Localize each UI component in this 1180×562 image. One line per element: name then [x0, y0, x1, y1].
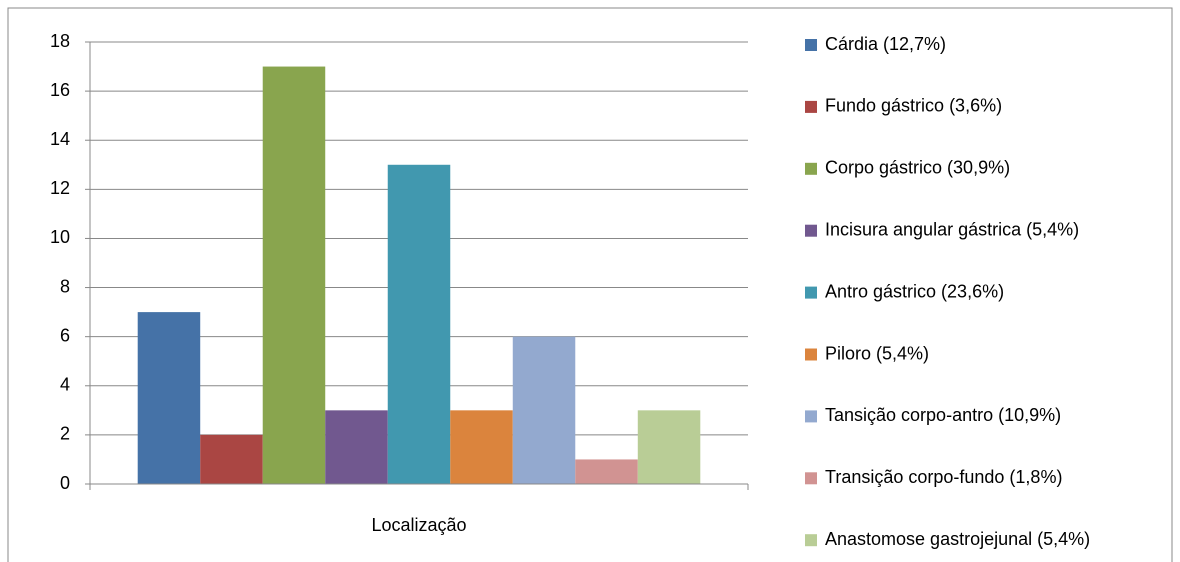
legend-swatch	[805, 162, 817, 175]
y-tick-label: 2	[60, 424, 70, 444]
legend-swatch	[805, 286, 817, 299]
bar	[325, 410, 388, 484]
y-tick-label: 0	[60, 473, 70, 493]
legend-label: Antro gástrico (23,6%)	[825, 281, 1004, 301]
y-tick-label: 12	[50, 178, 70, 198]
legend-label: Fundo gástrico (3,6%)	[825, 96, 1002, 116]
legend-label: Piloro (5,4%)	[825, 343, 929, 363]
legend-label: Cárdia (12,7%)	[825, 34, 946, 54]
legend-swatch	[805, 472, 817, 485]
bar	[262, 66, 326, 485]
bar	[512, 336, 576, 484]
bar	[137, 312, 201, 484]
y-tick-label: 16	[50, 80, 70, 100]
legend-label: Anastomose gastrojejunal (5,4%)	[825, 529, 1090, 549]
y-tick-label: 14	[50, 129, 70, 149]
y-tick-label: 4	[60, 375, 70, 395]
legend-swatch	[805, 39, 817, 51]
bar	[575, 459, 638, 484]
legend-label: Corpo gástrico (30,9%)	[825, 158, 1010, 178]
bar	[450, 410, 513, 484]
legend-swatch	[805, 534, 817, 547]
y-tick-label: 6	[60, 325, 70, 345]
bar	[387, 164, 451, 484]
bar	[637, 410, 701, 484]
bar	[200, 434, 263, 484]
legend-swatch	[805, 224, 817, 237]
x-tick-label: Localização	[371, 515, 466, 535]
y-tick-label: 8	[60, 276, 70, 296]
y-tick-label: 18	[50, 31, 70, 51]
legend-label: Transição corpo-fundo (1,8%)	[825, 467, 1062, 487]
legend-swatch	[805, 410, 817, 423]
chart-border	[7, 7, 1173, 562]
legend-label: Tansição corpo-antro (10,9%)	[825, 405, 1061, 425]
legend-swatch	[805, 348, 817, 361]
y-tick-label: 10	[50, 227, 70, 247]
legend-swatch	[805, 100, 817, 113]
legend-label: Incisura angular gástrica (5,4%)	[825, 219, 1079, 239]
